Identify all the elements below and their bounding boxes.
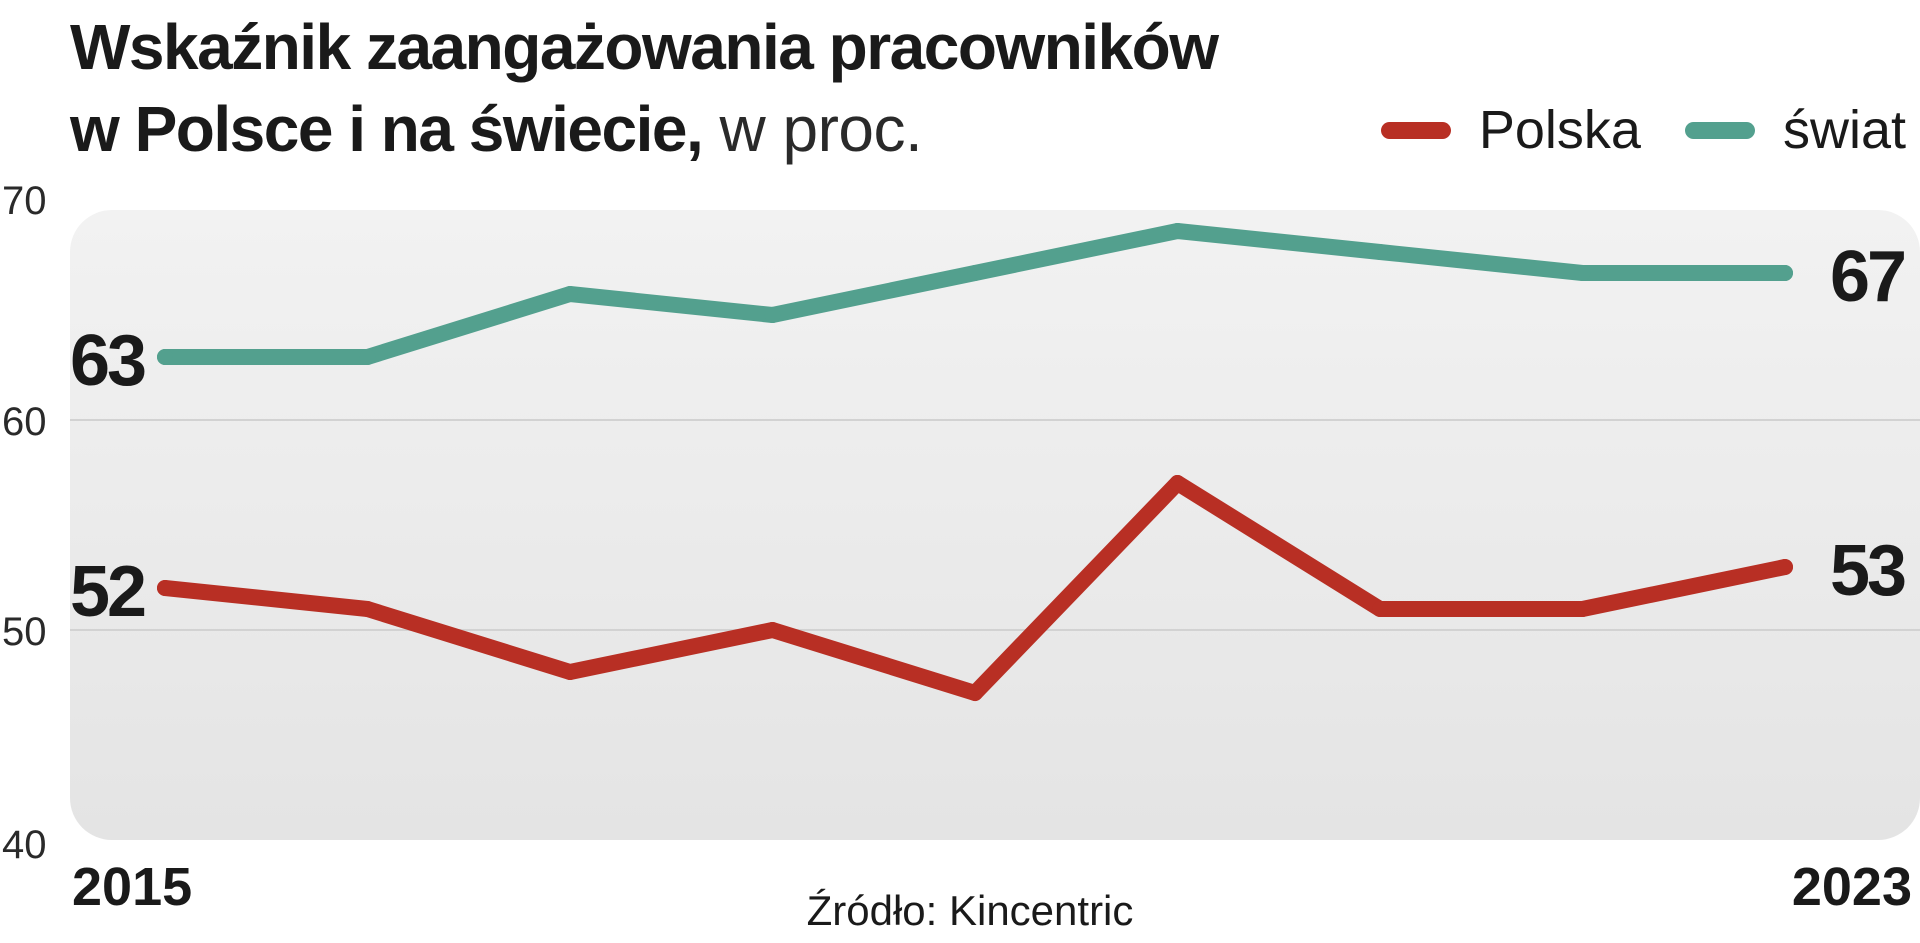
- start-value-label: 52: [70, 552, 145, 632]
- legend-label-polska: Polska: [1478, 100, 1641, 160]
- x-tick-label-start: 2015: [72, 857, 192, 917]
- chart-title-line1: Wskaźnik zaangażowania pracowników: [70, 11, 1219, 83]
- data-point: [764, 622, 781, 638]
- data-point: [764, 307, 781, 323]
- legend-label-swiat: świat: [1782, 100, 1906, 160]
- legend-item-swiat: świat: [1684, 99, 1906, 161]
- end-value-label: 67: [1830, 237, 1904, 317]
- data-point: [157, 349, 173, 365]
- data-point: [359, 601, 376, 617]
- data-point: [359, 349, 376, 365]
- y-tick-label: 40: [2, 823, 47, 867]
- chart-title-line2: w Polsce i na świecie, w proc.: [70, 88, 1370, 170]
- data-point: [1372, 601, 1388, 617]
- y-tick-label: 50: [2, 610, 47, 654]
- data-point: [1169, 223, 1186, 239]
- y-tick-label: 70: [2, 179, 47, 223]
- data-point: [1777, 559, 1793, 575]
- start-value-label: 63: [70, 321, 145, 401]
- chart-title-unit: w proc.: [702, 93, 923, 165]
- data-point: [1777, 265, 1793, 281]
- y-tick-label: 60: [2, 400, 47, 444]
- data-point: [1372, 244, 1388, 260]
- data-point: [1574, 601, 1591, 617]
- chart-title-line2-bold: w Polsce i na świecie,: [70, 93, 704, 165]
- legend: Polska świat: [1337, 100, 1906, 160]
- end-value-label: 53: [1830, 531, 1905, 611]
- x-tick-label-end: 2023: [1792, 857, 1912, 917]
- data-point: [967, 685, 983, 701]
- data-point: [562, 286, 578, 302]
- data-point: [1169, 475, 1186, 491]
- chart-title: Wskaźnik zaangażowania pracowników w Pol…: [70, 6, 1370, 170]
- legend-item-polska: Polska: [1380, 99, 1641, 161]
- legend-swatch-polska: [1380, 121, 1451, 139]
- data-point: [562, 664, 578, 680]
- data-point: [967, 265, 983, 281]
- source-note: Źródło: Kincentric: [806, 887, 1134, 934]
- data-point: [157, 580, 173, 596]
- legend-swatch-swiat: [1684, 121, 1755, 139]
- plot-area-background: [70, 210, 1920, 840]
- data-point: [1574, 265, 1591, 281]
